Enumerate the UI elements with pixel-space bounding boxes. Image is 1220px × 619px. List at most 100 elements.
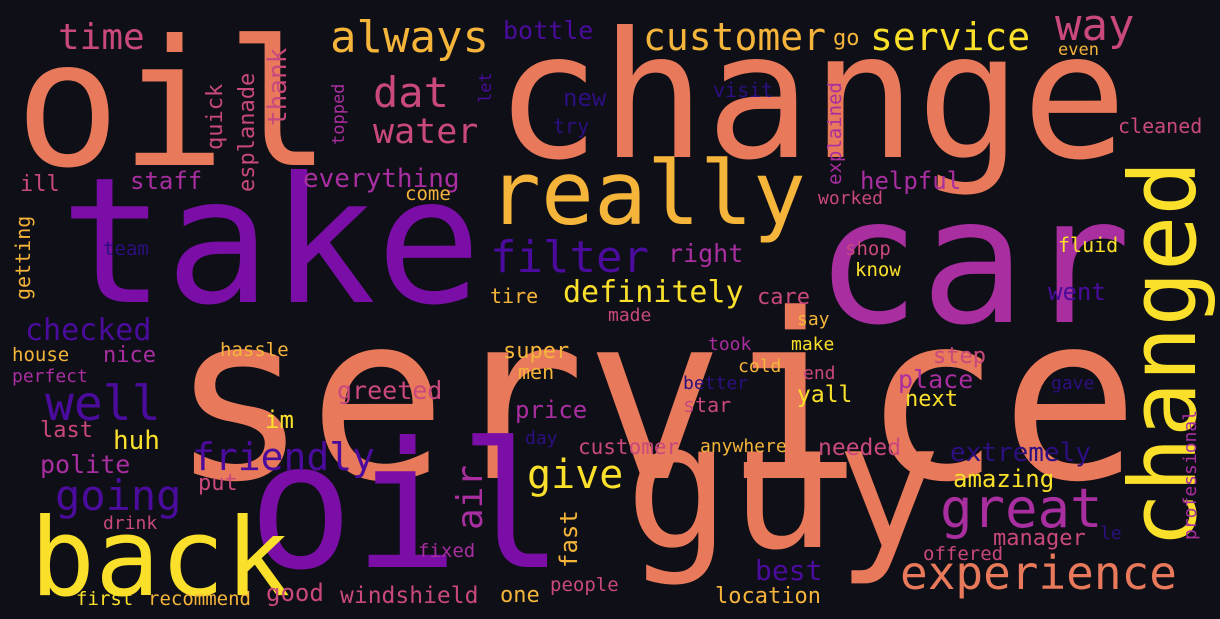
word-good: good [266, 579, 324, 607]
word-perfect: perfect [12, 366, 88, 387]
word-gave: gave [1051, 373, 1095, 394]
word-put: put [198, 471, 238, 496]
word-always: always [330, 12, 489, 63]
word-cold: cold [738, 356, 782, 377]
word-even: even [1058, 40, 1099, 60]
word-better: better [683, 373, 749, 394]
word-step: step [933, 344, 986, 369]
word-great: great [940, 477, 1103, 540]
word-let: let [476, 72, 496, 103]
word-say: say [797, 309, 830, 330]
word-needed: needed [818, 435, 902, 461]
word-know: know [855, 259, 901, 281]
word-fixed: fixed [418, 540, 476, 562]
word-go: go [833, 26, 860, 51]
word-visit: visit [713, 78, 774, 102]
word-new: new [563, 84, 607, 112]
word-esplanade: esplanade [235, 72, 260, 192]
word-guy: guy [625, 386, 942, 589]
word-filter: filter [490, 232, 649, 283]
word-fluid: fluid [1058, 233, 1119, 257]
word-location: location [715, 584, 821, 609]
word-way: way [1055, 0, 1135, 51]
word-best: best [755, 554, 823, 587]
word-getting: getting [11, 215, 35, 300]
word-le: le [1100, 523, 1122, 544]
word-windshield: windshield [340, 583, 479, 609]
word-quick: quick [203, 83, 228, 150]
word-manager: manager [993, 526, 1086, 551]
word-polite: polite [40, 450, 131, 479]
word-right: right [668, 239, 744, 268]
word-helpful: helpful [860, 167, 962, 195]
word-thank: thank [263, 47, 293, 126]
word-star: star [683, 393, 732, 417]
word-cleaned: cleaned [1118, 114, 1203, 138]
word-oil-bottom: oil [248, 406, 565, 609]
word-tire: tire [490, 284, 539, 308]
word-care: care [757, 285, 810, 310]
word-going: going [55, 471, 182, 520]
word-im: im [265, 406, 294, 434]
word-shop: shop [845, 238, 891, 260]
word-day: day [525, 428, 558, 449]
word-air: air [450, 464, 491, 530]
word-end: end [803, 363, 836, 384]
word-team: team [103, 238, 149, 260]
word-anywhere: anywhere [700, 436, 787, 457]
word-car: car [815, 161, 1132, 364]
word-everything: everything [303, 164, 460, 194]
word-amazing: amazing [953, 465, 1055, 493]
word-explained: explained [824, 82, 846, 185]
word-last: last [40, 418, 93, 443]
word-time: time [58, 17, 145, 58]
word-price: price [515, 396, 588, 424]
word-people: people [550, 574, 619, 596]
word-recommend: recommend [148, 588, 251, 610]
word-oil-top: oil [15, 4, 332, 207]
word-made: made [608, 305, 652, 326]
word-water: water [373, 112, 479, 152]
word-well: well [45, 376, 161, 432]
word-took: took [708, 334, 752, 355]
word-fast: fast [555, 510, 583, 568]
word-make: make [791, 334, 835, 355]
word-back: back [30, 496, 291, 619]
word-service-large: service [170, 266, 1140, 533]
word-dat: dat [373, 68, 449, 117]
word-drink: drink [103, 513, 158, 534]
word-offered: offered [923, 543, 1004, 565]
word-men: men [518, 360, 555, 384]
word-try: try [553, 114, 590, 138]
word-experience: experience [900, 546, 1177, 600]
word-change: change [495, 0, 1128, 199]
word-extremely: extremely [950, 438, 1091, 468]
word-ill: ill [20, 172, 60, 197]
word-went: went [1048, 278, 1106, 306]
word-bottle: bottle [503, 16, 594, 45]
word-take: take [60, 141, 482, 344]
word-topped: topped [329, 83, 349, 145]
word-place: place [898, 365, 974, 394]
word-worked: worked [818, 188, 884, 209]
word-super: super [503, 339, 570, 364]
word-next: next [905, 387, 958, 412]
word-first: first [76, 588, 134, 610]
word-one: one [500, 583, 540, 608]
word-nice: nice [103, 343, 156, 368]
word-checked: checked [25, 313, 152, 348]
word-give: give [527, 452, 624, 498]
word-hassle: hassle [220, 339, 289, 361]
word-customer-small: customer [578, 435, 680, 459]
word-customer-top: customer [643, 15, 827, 59]
word-huh: huh [113, 426, 160, 456]
word-really: really [488, 142, 806, 245]
word-service-small: service [870, 15, 1031, 59]
word-friendly: friendly [192, 435, 376, 479]
word-professional: professional [1180, 409, 1201, 540]
word-house: house [12, 344, 70, 366]
word-definitely: definitely [563, 275, 744, 310]
word-come: come [405, 183, 451, 205]
word-greeted: greeted [337, 376, 443, 405]
